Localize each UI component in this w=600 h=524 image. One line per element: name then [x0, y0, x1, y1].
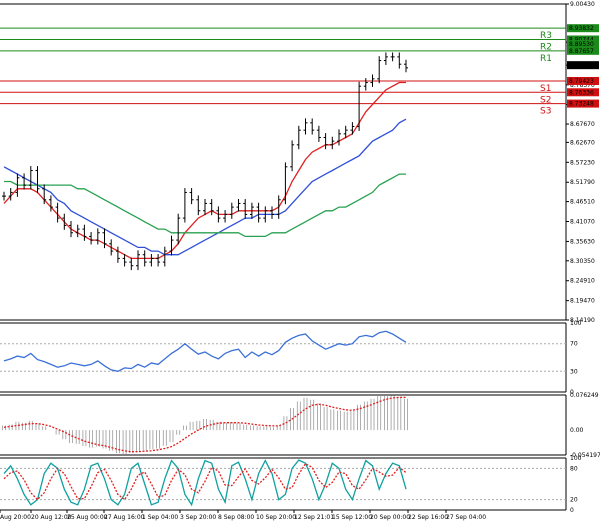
stochastic-y-tick-label: 80 [570, 465, 578, 472]
x-tick-label: 8 Sep 08:00 [218, 514, 254, 521]
price-y-tick-label: 8.67670 [570, 121, 595, 128]
x-tick-label: 3 Sep 20:00 [180, 514, 216, 521]
x-tick-label: 22 Sep 16:00 [408, 514, 448, 521]
level-tag-s3: 8.73248 [569, 101, 594, 108]
level-label-r2: R2 [540, 43, 552, 53]
level-tag-bg [567, 88, 599, 97]
macd-y-tick-label: 0.00 [570, 427, 584, 434]
rsi-y-tick-label: 0 [570, 389, 574, 396]
price-tag: 8.83740 [569, 62, 594, 69]
rsi-y-tick-label: 70 [570, 341, 578, 348]
price-ma-mid-line [3, 118, 407, 256]
price-y-tick-label: 8.19470 [570, 298, 595, 305]
level-label-s1: S1 [540, 84, 551, 94]
stochastic-signal-line [3, 462, 407, 501]
x-tick-label: 20 Sep 00:00 [370, 514, 410, 521]
level-label-s3: S3 [540, 107, 551, 117]
level-tag-r1: 8.87657 [569, 48, 594, 55]
x-tick-label: 15 Sep 12:00 [332, 514, 372, 521]
price-y-tick-label: 8.14190 [570, 317, 595, 324]
x-tick-label: 12 Sep 21:01 [294, 514, 334, 521]
price-y-tick-label: 8.78370 [570, 82, 595, 89]
price-y-tick-label: 8.62670 [570, 139, 595, 146]
rsi-line [3, 330, 407, 372]
x-tick-label: 20 Aug 12:00 [31, 514, 72, 521]
stochastic-y-tick-label: 100 [570, 455, 582, 462]
x-tick-label: 27 Aug 16:00 [104, 514, 145, 521]
rsi-y-tick-label: 30 [570, 368, 578, 375]
level-tag-bg [567, 46, 599, 55]
x-tick-label: Aug 20:00 [0, 514, 31, 521]
stochastic-y-tick-label: 0 [570, 507, 574, 514]
stochastic-panel: 100 80 20 0 [0, 455, 582, 514]
x-tick-label: 27 Sep 04:00 [446, 514, 486, 521]
macd-y-tick-label: 0.076249 [570, 392, 599, 399]
price-y-tick-label: 9.00430 [570, 1, 595, 8]
price-y-tick-label: 8.35630 [570, 238, 595, 245]
level-label-r1: R1 [540, 54, 552, 64]
price-y-tick-label: 8.46510 [570, 199, 595, 206]
level-tag-s1: 8.79423 [569, 78, 594, 85]
price-tag-bg [567, 39, 599, 48]
level-tag-bg [567, 99, 599, 108]
x-tick-label: 25 Aug 00:00 [67, 514, 108, 521]
price-y-tick-label: 8.41070 [570, 219, 595, 226]
level-tag-bg [567, 24, 599, 33]
price-ma-slow-line [4, 173, 406, 238]
price-panel: 9.004308.98.837408.783708.730108.676708.… [0, 1, 599, 324]
stochastic-y-tick-label: 20 [570, 497, 578, 504]
macd-y-tick-label: -0.054197 [570, 452, 600, 459]
level-tag-bg [567, 76, 599, 85]
level-label-s2: S2 [540, 95, 551, 105]
price-tag-bg [567, 61, 599, 70]
level-tag-s2: 8.76336 [569, 89, 594, 96]
macd-panel: 0.076249 0.00 -0.054197 [0, 392, 600, 459]
price-y-tick-label: 8.57230 [570, 159, 595, 166]
price-y-tick-label: 8.30350 [570, 258, 595, 265]
level-tag-bg [567, 35, 599, 44]
level-label-r3: R3 [540, 31, 552, 41]
price-y-tick-label: 8.24910 [570, 278, 595, 285]
stochastic-main-line [3, 459, 407, 507]
price-tag: 8.89530 [569, 41, 594, 48]
x-tick-label: 10 Sep 20:00 [256, 514, 296, 521]
price-y-tick-label: 8.51790 [570, 179, 595, 186]
rsi-y-tick-label: 100 [570, 320, 582, 327]
x-tick-label: 1 Sep 04:00 [142, 514, 178, 521]
level-tag-r3: 8.93832 [569, 25, 594, 32]
rsi-panel: 100 70 30 0 [0, 320, 582, 396]
